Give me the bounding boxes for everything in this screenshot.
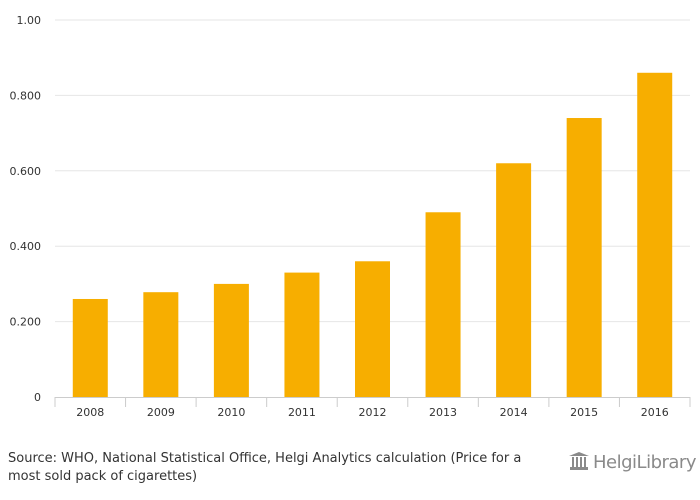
bar-2008[interactable] [72, 298, 108, 397]
bar-2011[interactable] [284, 272, 320, 397]
y-tick-label: 0.200 [10, 316, 42, 329]
bar-2016[interactable] [637, 72, 673, 397]
x-tick-label: 2013 [429, 406, 457, 419]
y-tick-label: 0 [34, 391, 41, 404]
x-tick-label: 2015 [570, 406, 598, 419]
bars [72, 72, 673, 398]
brand-name: HelgiLibrary [593, 451, 696, 473]
y-tick-label: 0.800 [10, 89, 42, 102]
brand-logo[interactable]: HelgiLibrary [568, 450, 696, 474]
x-tick-label: 2010 [217, 406, 245, 419]
library-icon [569, 452, 589, 470]
x-axis: 2008 2009 2010 2011 2012 2013 2014 2015 2016 [54, 397, 691, 419]
source-note: Source: WHO, National Statistical Office… [8, 451, 522, 484]
bar-2009[interactable] [143, 292, 179, 397]
bar-2012[interactable] [355, 261, 390, 397]
bar-2013[interactable] [425, 212, 461, 397]
x-tick-label: 2009 [147, 406, 175, 419]
y-axis-ticks: 0 0.200 0.400 0.600 0.800 1.00 [10, 14, 42, 404]
y-tick-label: 0.600 [10, 165, 42, 178]
bar-2015[interactable] [566, 118, 602, 398]
x-tick-label: 2011 [288, 406, 316, 419]
x-tick-label: 2014 [500, 406, 528, 419]
bar-2014[interactable] [496, 163, 532, 397]
y-tick-label: 0.400 [10, 240, 42, 253]
footer: Source: WHO, National Statistical Office… [0, 440, 700, 500]
x-tick-label: 2016 [641, 406, 669, 419]
y-tick-label: 1.00 [17, 14, 42, 27]
bar-2010[interactable] [213, 283, 249, 397]
x-tick-label: 2008 [76, 406, 104, 419]
x-tick-label: 2012 [359, 406, 387, 419]
